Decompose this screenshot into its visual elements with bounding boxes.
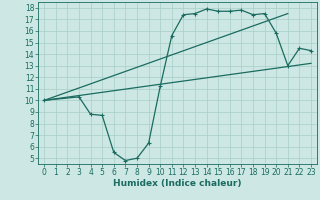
X-axis label: Humidex (Indice chaleur): Humidex (Indice chaleur) (113, 179, 242, 188)
